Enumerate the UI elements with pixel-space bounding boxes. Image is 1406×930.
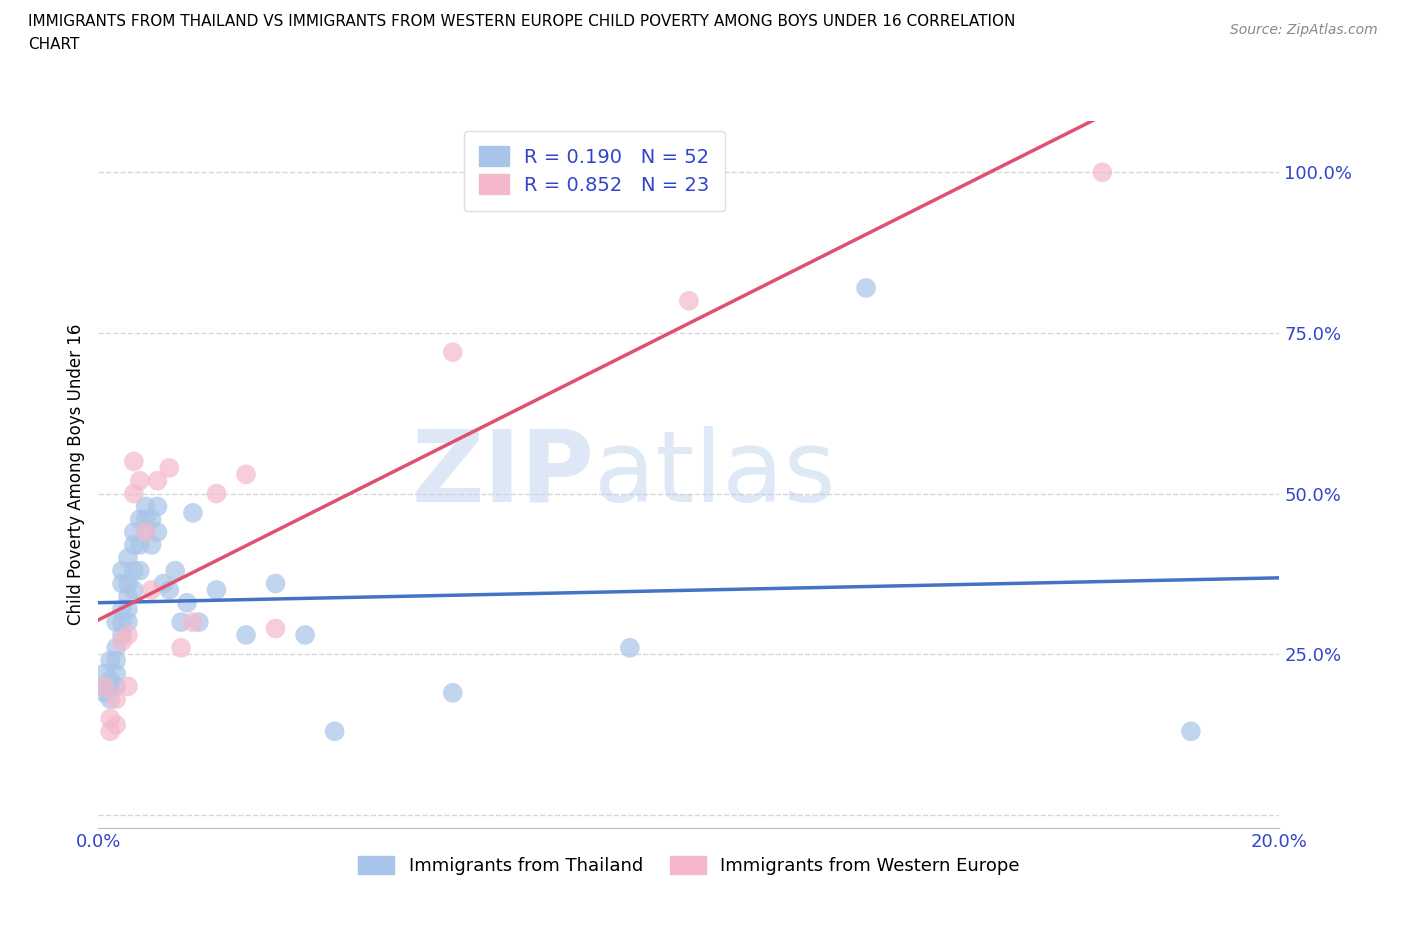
Point <box>170 641 193 656</box>
Point <box>122 538 145 552</box>
Point <box>264 576 287 591</box>
Point <box>117 679 139 694</box>
Point <box>111 634 134 649</box>
Point <box>98 653 121 668</box>
Point <box>135 525 157 539</box>
Point <box>441 685 464 700</box>
Point <box>98 692 121 707</box>
Point <box>135 512 157 526</box>
Point <box>105 666 128 681</box>
Point <box>146 473 169 488</box>
Y-axis label: Child Poverty Among Boys Under 16: Child Poverty Among Boys Under 16 <box>66 324 84 625</box>
Point <box>98 672 121 687</box>
Point <box>122 525 145 539</box>
Legend: Immigrants from Thailand, Immigrants from Western Europe: Immigrants from Thailand, Immigrants fro… <box>350 848 1028 883</box>
Point <box>619 641 641 656</box>
Point <box>146 499 169 514</box>
Point <box>111 602 134 617</box>
Point <box>128 564 150 578</box>
Point <box>170 615 193 630</box>
Point <box>122 454 145 469</box>
Point <box>323 724 346 738</box>
Point <box>117 551 139 565</box>
Point <box>93 685 115 700</box>
Point <box>181 615 204 630</box>
Point <box>105 692 128 707</box>
Point <box>117 615 139 630</box>
Point <box>93 679 115 694</box>
Point <box>117 628 139 643</box>
Point <box>146 525 169 539</box>
Point <box>93 666 115 681</box>
Text: Source: ZipAtlas.com: Source: ZipAtlas.com <box>1230 23 1378 37</box>
Text: ZIP: ZIP <box>412 426 595 523</box>
Point <box>111 564 134 578</box>
Point <box>105 615 128 630</box>
Text: CHART: CHART <box>28 37 80 52</box>
Point <box>135 525 157 539</box>
Point <box>98 724 121 738</box>
Point <box>441 345 464 360</box>
Point <box>205 582 228 597</box>
Point <box>105 679 128 694</box>
Point <box>187 615 209 630</box>
Point <box>205 486 228 501</box>
Point <box>105 653 128 668</box>
Point <box>264 621 287 636</box>
Point <box>141 538 163 552</box>
Point <box>122 582 145 597</box>
Point <box>111 576 134 591</box>
Point <box>122 486 145 501</box>
Point <box>141 582 163 597</box>
Point <box>157 582 180 597</box>
Point <box>111 628 134 643</box>
Point <box>152 576 174 591</box>
Point <box>117 602 139 617</box>
Point <box>181 505 204 520</box>
Point <box>117 576 139 591</box>
Point <box>176 595 198 610</box>
Point <box>157 460 180 475</box>
Point <box>98 711 121 726</box>
Point <box>105 641 128 656</box>
Point <box>1180 724 1202 738</box>
Point <box>678 293 700 308</box>
Point <box>105 717 128 732</box>
Point <box>1091 165 1114 179</box>
Point <box>122 564 145 578</box>
Text: atlas: atlas <box>595 426 837 523</box>
Point <box>141 512 163 526</box>
Point <box>235 467 257 482</box>
Point <box>117 589 139 604</box>
Text: IMMIGRANTS FROM THAILAND VS IMMIGRANTS FROM WESTERN EUROPE CHILD POVERTY AMONG B: IMMIGRANTS FROM THAILAND VS IMMIGRANTS F… <box>28 14 1015 29</box>
Point <box>294 628 316 643</box>
Point <box>111 615 134 630</box>
Point <box>135 499 157 514</box>
Point <box>128 512 150 526</box>
Point <box>93 679 115 694</box>
Point <box>235 628 257 643</box>
Point <box>128 538 150 552</box>
Point <box>128 473 150 488</box>
Point <box>98 679 121 694</box>
Point <box>165 564 187 578</box>
Point <box>855 281 877 296</box>
